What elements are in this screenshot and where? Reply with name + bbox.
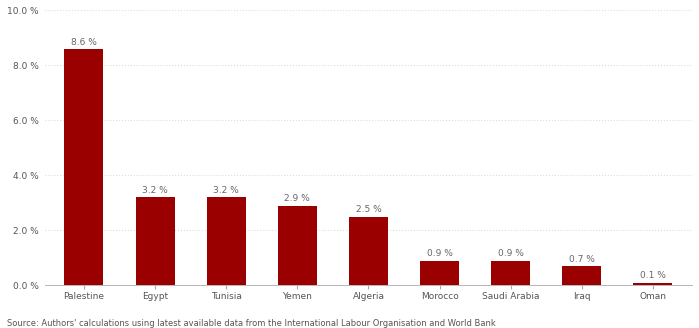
Bar bbox=[207, 197, 246, 285]
Text: 3.2 %: 3.2 % bbox=[213, 186, 239, 195]
Bar bbox=[349, 217, 388, 285]
Text: 0.9 %: 0.9 % bbox=[426, 250, 452, 258]
Bar bbox=[491, 261, 531, 285]
Bar bbox=[64, 49, 103, 285]
Text: 2.5 %: 2.5 % bbox=[356, 205, 382, 215]
Text: 2.9 %: 2.9 % bbox=[284, 195, 310, 203]
Text: 0.1 %: 0.1 % bbox=[640, 272, 666, 280]
Bar bbox=[278, 206, 317, 285]
Bar bbox=[420, 261, 459, 285]
Text: 8.6 %: 8.6 % bbox=[71, 38, 97, 47]
Bar bbox=[633, 283, 672, 285]
Text: 0.9 %: 0.9 % bbox=[498, 250, 524, 258]
Text: 0.7 %: 0.7 % bbox=[569, 255, 595, 264]
Bar bbox=[136, 197, 175, 285]
Bar bbox=[562, 266, 601, 285]
Text: 3.2 %: 3.2 % bbox=[142, 186, 168, 195]
Text: Source: Authors' calculations using latest available data from the International: Source: Authors' calculations using late… bbox=[7, 319, 496, 328]
